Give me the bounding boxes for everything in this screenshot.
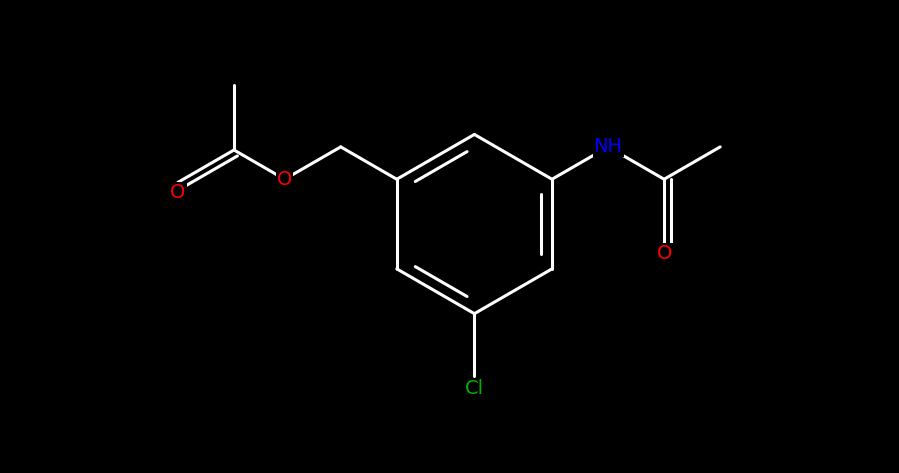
Text: O: O [170, 183, 185, 202]
Text: O: O [656, 245, 672, 263]
Text: Cl: Cl [465, 379, 484, 398]
Text: NH: NH [593, 137, 623, 157]
Text: O: O [277, 170, 292, 189]
